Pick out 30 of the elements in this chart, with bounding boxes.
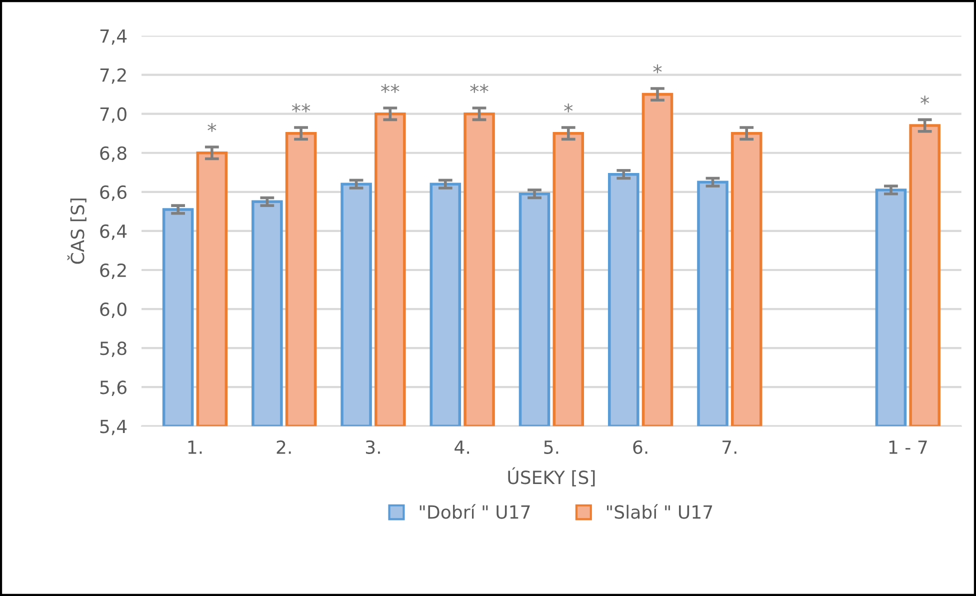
x-tick-label: 1. [188, 440, 202, 454]
y-tick-label: 5,8 [100, 342, 126, 358]
x-tick-label: 2. [276, 440, 291, 454]
x-axis-title: ÚSEKY [S] [508, 467, 595, 486]
x-tick-label: 7. [722, 440, 736, 454]
data-label: ** [470, 84, 488, 93]
x-tick-label: 1 - 7 [889, 440, 927, 454]
y-tick-label: 6,8 [100, 146, 126, 162]
data-label: * [653, 64, 662, 74]
y-tick-label: 7,0 [100, 107, 126, 123]
legend-label: "Slabí " U17 [607, 504, 712, 519]
data-label: ** [381, 84, 400, 93]
x-tick-label: 3. [366, 440, 380, 454]
y-tick-label: 5,6 [100, 380, 126, 396]
y-tick-label: 7,2 [100, 68, 126, 84]
data-label: ** [292, 103, 310, 112]
legend-label: "Dobrí " U17 [420, 504, 530, 519]
y-tick-label: 6,0 [100, 302, 126, 318]
y-tick-label: 7,4 [100, 29, 127, 45]
data-label: * [208, 122, 216, 132]
x-tick-label: 5. [544, 440, 558, 454]
y-tick-label: 5,4 [100, 420, 127, 436]
y-tick-label: 6,2 [100, 263, 126, 279]
x-tick-label: 4. [454, 440, 469, 454]
y-axis-title: ČAS [S] [67, 198, 86, 264]
x-tick-label: 6. [633, 440, 648, 454]
data-label: * [564, 103, 573, 112]
data-label: * [920, 96, 930, 105]
y-tick-label: 6,6 [100, 185, 126, 201]
y-tick-label: 6,4 [100, 224, 127, 240]
